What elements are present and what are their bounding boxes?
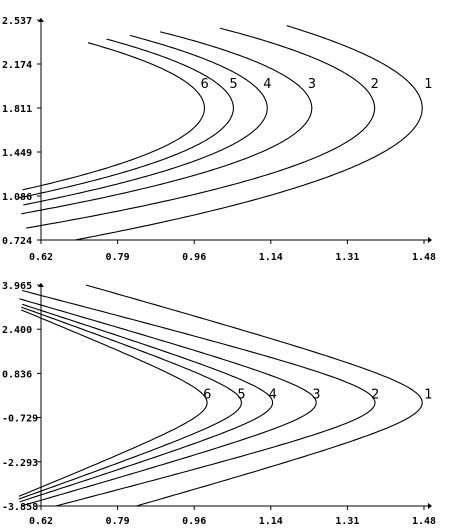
- curve-label-6: 6: [200, 77, 208, 92]
- curve-label-1: 1: [424, 77, 432, 92]
- y-tick-label: 1.811: [2, 104, 32, 115]
- curve-label-1: 1: [424, 388, 432, 403]
- x-tick-label: 0.62: [29, 252, 53, 263]
- y-tick-label: 2.174: [2, 60, 32, 71]
- y-tick-label: 2.537: [2, 16, 32, 27]
- y-tick-label: -2.293: [2, 458, 38, 469]
- curve-label-2: 2: [371, 77, 379, 92]
- curve-label-3: 3: [312, 388, 320, 403]
- curve-series-3: [21, 31, 313, 215]
- x-tick-label: 1.31: [335, 516, 359, 527]
- y-tick-label: 3.965: [2, 281, 32, 292]
- x-tick-label: 0.96: [182, 516, 206, 527]
- curve-series-6: [18, 309, 208, 497]
- curve-label-3: 3: [308, 77, 316, 92]
- curve-label-5: 5: [237, 388, 245, 403]
- chart-panel-1: 0.62 0.79 0.96 1.14 1.31 1.48 0.724 1.086 1.449 1…: [2, 16, 436, 263]
- curve-series-2: [26, 27, 376, 229]
- chart-panel-2: 0.62 0.79 0.96 1.14 1.31 1.48 -3.858 -2.293 -0.7…: [2, 281, 436, 527]
- y-tick-label: 2.400: [2, 325, 32, 336]
- x-tick-label: 0.96: [182, 252, 206, 263]
- y-tick-label: 0.724: [2, 236, 32, 247]
- curve-series-6: [22, 42, 205, 191]
- y-tick-label: -0.729: [2, 414, 38, 425]
- x-tick-label: 0.79: [106, 252, 130, 263]
- x-tick-label: 1.14: [259, 516, 283, 527]
- curve-series-4: [23, 34, 268, 206]
- y-tick-label: 1.449: [2, 148, 32, 159]
- curve-series-1: [85, 284, 423, 507]
- curve-series-1: [74, 25, 423, 241]
- curve-series-2: [21, 289, 376, 507]
- curve-series-3: [19, 298, 317, 507]
- y-tick-label: 0.836: [2, 369, 32, 380]
- curve-label-5: 5: [229, 77, 237, 92]
- x-axis-arrow: [428, 503, 432, 509]
- curve-label-2: 2: [371, 388, 379, 403]
- x-tick-label: 1.14: [259, 252, 283, 263]
- x-tick-label: 0.62: [29, 516, 53, 527]
- x-axis-arrow: [428, 237, 432, 243]
- x-tick-label: 1.48: [412, 516, 436, 527]
- y-tick-label: 1.086: [2, 192, 32, 203]
- y-tick-label: -3.858: [2, 502, 38, 513]
- x-tick-label: 1.31: [335, 252, 359, 263]
- curve-label-6: 6: [203, 388, 211, 403]
- curve-series-4: [19, 303, 274, 503]
- x-tick-label: 1.48: [412, 252, 436, 263]
- x-tick-label: 0.79: [106, 516, 130, 527]
- curve-series-5: [18, 38, 234, 199]
- curve-label-4: 4: [263, 77, 271, 92]
- curve-series-5: [18, 306, 242, 500]
- curve-label-4: 4: [269, 388, 277, 403]
